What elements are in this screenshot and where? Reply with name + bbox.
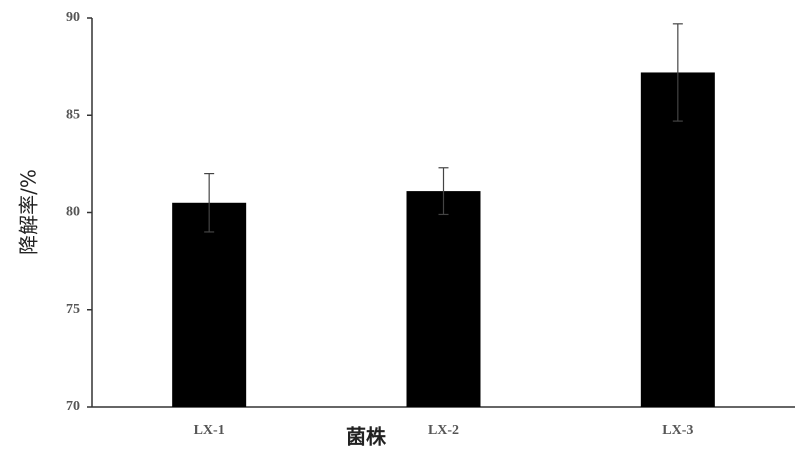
error-bar	[438, 167, 449, 216]
bar	[640, 72, 715, 408]
y-tick-label: 80	[66, 205, 80, 220]
x-axis-label: 菌株	[346, 425, 387, 449]
bar	[406, 191, 481, 407]
x-tick-label: LX-1	[194, 423, 225, 438]
error-bar	[672, 23, 683, 122]
y-tick-label: 75	[66, 302, 80, 317]
error-bar	[204, 173, 215, 233]
y-tick-label: 85	[66, 107, 80, 122]
y-tick-label: 70	[66, 399, 80, 414]
y-tick-label: 90	[66, 10, 80, 25]
y-axis-label: 降解率/%	[17, 169, 41, 255]
x-tick-label: LX-3	[662, 423, 693, 438]
x-tick-label: LX-2	[428, 423, 459, 438]
bar	[172, 202, 247, 407]
